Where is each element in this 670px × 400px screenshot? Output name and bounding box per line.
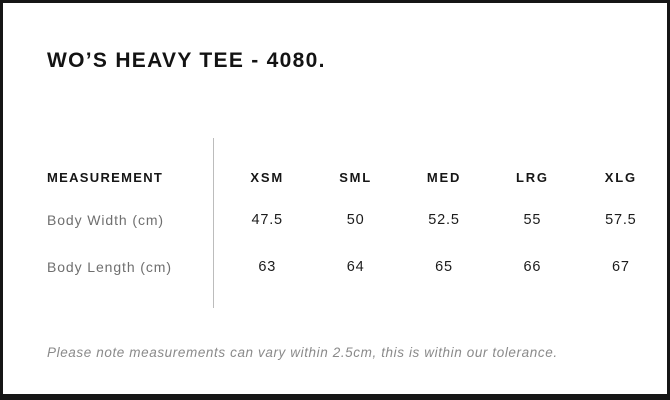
tolerance-note: Please note measurements can vary within… [47, 345, 558, 360]
body-length-value-med: 65 [435, 259, 453, 275]
row-label-body-width: Body Width (cm) [47, 212, 164, 228]
body-width-value-lrg: 55 [523, 212, 542, 228]
table-row-body-length: Body Length (cm) 63 64 65 66 67 [47, 258, 665, 276]
product-title: WO’S HEAVY TEE - 4080. [47, 49, 326, 72]
size-header-lrg: LRG [516, 170, 549, 185]
table-divider-line [213, 138, 214, 308]
measurement-column-header: MEASUREMENT [47, 170, 164, 185]
body-width-value-sml: 50 [346, 212, 365, 228]
size-header-xsm: XSM [250, 170, 284, 185]
size-header-med: MED [426, 170, 462, 185]
row-label-body-length: Body Length (cm) [47, 259, 172, 275]
size-header-sml: SML [339, 170, 373, 185]
body-length-value-xsm: 63 [258, 259, 277, 275]
size-table-header-row: MEASUREMENT XSM SML MED LRG XLG [47, 169, 665, 187]
body-width-value-med: 52.5 [428, 212, 460, 228]
table-row-body-width: Body Width (cm) 47.5 50 52.5 55 57.5 [47, 211, 665, 229]
body-width-value-xsm: 47.5 [251, 212, 283, 228]
size-header-xlg: XLG [604, 170, 637, 185]
body-length-value-lrg: 66 [523, 259, 542, 275]
body-width-value-xlg: 57.5 [605, 212, 637, 228]
body-length-value-xlg: 67 [611, 259, 630, 275]
body-length-value-sml: 64 [346, 259, 365, 275]
